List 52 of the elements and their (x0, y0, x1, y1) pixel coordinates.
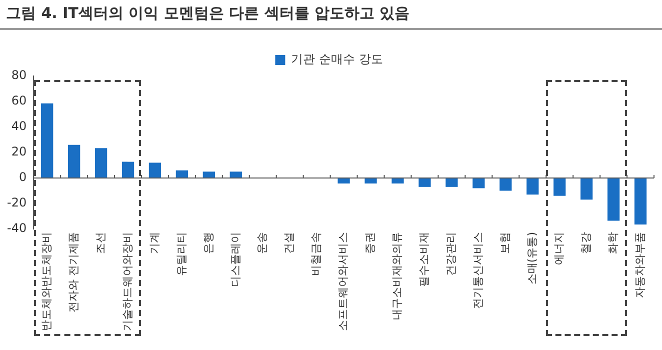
bar (446, 178, 458, 187)
bar (500, 178, 512, 191)
bar (392, 178, 404, 184)
x-tick-label: 철강 (579, 232, 592, 254)
x-tick-label: 비철금속 (310, 232, 323, 276)
bar (526, 178, 539, 195)
y-tick-label: -20 (6, 196, 27, 210)
x-tick-label: 전기통신서비스 (472, 232, 485, 309)
x-tick-label: 내구소비재와의류 (390, 232, 404, 320)
x-tick-label: 기계 (148, 232, 161, 254)
x-tick-label: 디스플레이 (228, 232, 242, 287)
y-tick-label: 80 (11, 68, 27, 82)
bar (176, 170, 188, 178)
bar (68, 144, 80, 178)
x-tick-label: 반도체와반도체장비 (40, 232, 53, 331)
chart-title: 그림 4. IT섹터의 이익 모멘텀은 다른 섹터를 압도하고 있음 (6, 4, 410, 23)
y-tick-label: 40 (11, 119, 27, 134)
bar (472, 178, 485, 188)
x-tick-label: 보험 (498, 232, 512, 254)
bar (122, 162, 134, 178)
x-tick-label: 건설 (282, 232, 296, 254)
x-tick-label: 필수소비재 (418, 232, 431, 287)
legend-label: 기관 순매수 강도 (291, 52, 383, 66)
x-tick-label: 소매(유통) (525, 232, 538, 285)
x-tick-label: 운송 (256, 232, 269, 254)
y-tick-label: -40 (6, 221, 27, 236)
bar (418, 178, 431, 187)
x-tick-label: 기술하드웨어와장비 (120, 232, 134, 331)
bar (41, 103, 54, 178)
bar (148, 162, 162, 178)
x-tick-label: 유틸리티 (174, 232, 188, 276)
bar (580, 178, 593, 200)
x-tick-label: 전자와 전기제품 (66, 232, 80, 312)
x-tick-label: 화학 (606, 232, 620, 254)
bar (202, 172, 215, 178)
y-tick-label: 60 (11, 94, 27, 108)
x-tick-label: 은행 (202, 232, 215, 254)
bar (634, 178, 647, 225)
y-tick-label: 20 (11, 144, 27, 159)
x-tick-label: 자동차와부품 (633, 232, 646, 298)
bar (554, 178, 566, 196)
bar (230, 172, 242, 178)
x-tick-label: 증권 (364, 232, 377, 254)
bar (364, 178, 377, 184)
x-tick-label: 조선 (94, 232, 107, 254)
bar (94, 148, 108, 178)
x-tick-label: 건강관리 (444, 232, 458, 276)
bar (607, 178, 620, 221)
y-tick-label: 0 (18, 170, 27, 184)
bar (338, 178, 350, 184)
x-tick-label: 에너지 (552, 232, 566, 265)
x-tick-label: 소프트웨어와서비스 (336, 232, 350, 331)
